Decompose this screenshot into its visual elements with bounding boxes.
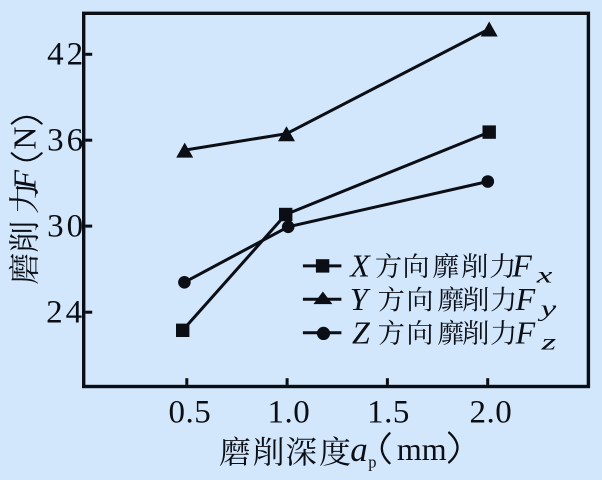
svg-text:1.5: 1.5 xyxy=(367,395,410,431)
svg-text:X: X xyxy=(348,248,371,284)
svg-text:36: 36 xyxy=(47,123,86,159)
svg-text:30: 30 xyxy=(47,209,86,245)
svg-text:Y: Y xyxy=(350,281,371,317)
svg-text:z: z xyxy=(540,329,556,354)
svg-text:Z: Z xyxy=(352,314,371,350)
svg-text:F: F xyxy=(511,248,532,284)
svg-text:24: 24 xyxy=(46,295,85,331)
svg-text:a: a xyxy=(350,430,368,469)
svg-text:N: N xyxy=(7,126,43,149)
svg-text:F: F xyxy=(515,314,536,350)
svg-text:x: x xyxy=(535,263,553,288)
svg-text:F: F xyxy=(7,170,43,191)
svg-text:0.5: 0.5 xyxy=(169,395,212,431)
svg-text:2.0: 2.0 xyxy=(470,395,513,431)
svg-text:y: y xyxy=(538,296,558,321)
svg-text:42: 42 xyxy=(47,37,86,73)
svg-text:mm: mm xyxy=(397,431,447,467)
svg-text:F: F xyxy=(515,281,536,317)
svg-text:p: p xyxy=(368,452,376,471)
svg-text:1.0: 1.0 xyxy=(268,395,311,431)
